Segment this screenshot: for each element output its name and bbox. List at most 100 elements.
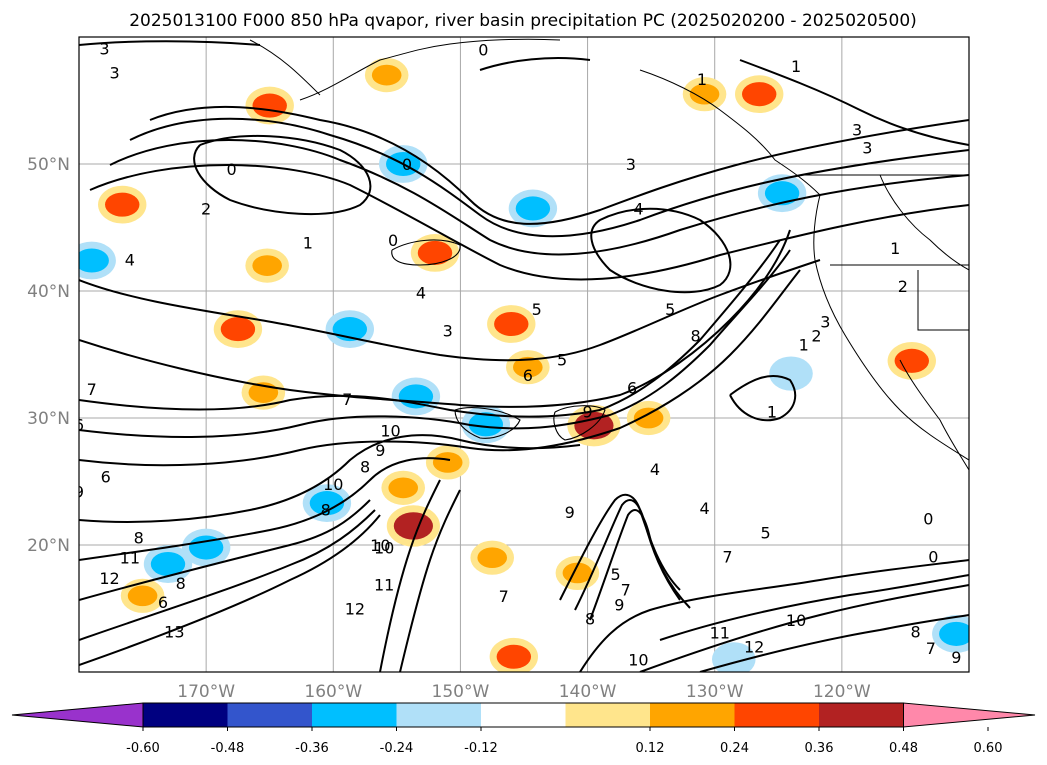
lat-tick-label: 50°N (27, 155, 70, 175)
contour-label: 9 (565, 503, 575, 522)
colorbar: -0.60 -0.48 -0.36 -0.24 -0.12 0.12 0.24 0.36 0.4… (11, 702, 1036, 756)
colorbar-tick-label: -0.36 (295, 741, 329, 756)
shading-patch (894, 348, 929, 373)
contour-label: 13 (164, 622, 184, 641)
contour-label: 7 (926, 639, 936, 658)
contour-label: 11 (710, 624, 730, 643)
contour-label: 8 (585, 610, 595, 629)
shading-patch (477, 547, 508, 569)
contour-label: 0 (928, 547, 938, 566)
colorbar-tick-label: 0.24 (720, 741, 749, 756)
colorbar-segment (650, 703, 735, 727)
contour-label: 12 (99, 569, 119, 588)
contour-label: 7 (499, 587, 509, 606)
contour-label: 0 (923, 509, 933, 528)
chart-title: 2025013100 F000 850 hPa qvapor, river ba… (129, 11, 917, 31)
colorbar-tick-label: 0.60 (974, 741, 1003, 756)
shading-patch (513, 356, 543, 378)
contour-label: 3 (820, 312, 830, 331)
contour-label: 4 (125, 250, 135, 269)
contour-label: 3 (862, 138, 872, 157)
colorbar-extend-low (11, 702, 144, 728)
contour-label: 7 (621, 580, 631, 599)
shading-patch (220, 317, 256, 342)
contour-label: 1 (791, 57, 801, 76)
colorbar-tick-label: -0.60 (126, 741, 160, 756)
lat-tick-label: 30°N (27, 409, 70, 429)
contour-label: 3 (443, 321, 453, 340)
colorbar-tick-label: -0.12 (464, 741, 498, 756)
shading-patch (393, 512, 433, 540)
lon-tick-label: 120°W (813, 682, 871, 702)
shading-patch (515, 196, 551, 221)
shading-patch (127, 585, 158, 607)
shading-patch (939, 621, 969, 646)
contour-label: 3 (626, 155, 636, 174)
coastline (249, 38, 969, 471)
contour-label: 12 (744, 638, 764, 657)
contour-label: 0 (388, 231, 398, 250)
contour-label: 10 (380, 422, 400, 441)
contour-label: 4 (633, 199, 643, 218)
lon-tick-label: 150°W (432, 682, 490, 702)
colorbar-segment (734, 703, 819, 727)
shading-patch (105, 192, 140, 217)
contour-label: 2 (201, 199, 211, 218)
shading-patch (494, 311, 529, 337)
colorbar-extend-high (903, 702, 1036, 728)
contour-label: 8 (911, 622, 921, 641)
contour-label: 7 (722, 547, 732, 566)
contour-label: 0 (402, 155, 412, 174)
qvapor-contours (79, 40, 969, 672)
shading-patch (776, 363, 806, 384)
contour-label: 6 (74, 415, 84, 434)
contour-label: 6 (101, 467, 111, 486)
shading-patch (633, 407, 664, 429)
contour-label: 5 (760, 523, 770, 542)
contour-label: 1 (799, 335, 809, 354)
contour-label: 3 (852, 121, 862, 140)
colorbar-segment (312, 703, 397, 727)
contour-label: 6 (627, 379, 637, 398)
colorbar-segment (819, 703, 904, 727)
contour-label: 5 (532, 300, 542, 319)
contour-label: 8 (691, 326, 701, 345)
contour-label: 11 (374, 575, 394, 594)
contour-label: 0 (226, 160, 236, 179)
colorbar-tick-label: 0.36 (805, 741, 834, 756)
shading-patch (432, 452, 463, 473)
shading-patch (496, 644, 532, 669)
shading-patch (388, 477, 419, 499)
shading-patch (371, 64, 402, 86)
contour-label: 5 (665, 300, 675, 319)
lon-tick-label: 170°W (177, 682, 235, 702)
contour-label: 10 (786, 611, 806, 630)
contour-label: 6 (158, 593, 168, 612)
contour-label: 11 (120, 549, 140, 568)
longitude-labels: 170°W 160°W 150°W 140°W 130°W 120°W (177, 682, 871, 702)
contour-label: 8 (176, 574, 186, 593)
contour-label: 7 (342, 390, 352, 409)
contour-label: 8 (321, 500, 331, 519)
contour-label: 9 (74, 483, 84, 502)
contour-label: 10 (628, 650, 648, 669)
contour-label: 2 (898, 277, 908, 296)
shading-patch (150, 552, 186, 577)
shading-patch (417, 240, 453, 265)
contour-label: 9 (582, 403, 592, 422)
contour-label: 7 (87, 380, 97, 399)
contour-label: 1 (890, 239, 900, 258)
map-frame (78, 36, 970, 673)
colorbar-outline (142, 702, 904, 728)
contour-label: 1 (303, 234, 313, 253)
contour-label: 5 (610, 565, 620, 584)
shading-patch (468, 412, 504, 437)
contour-label: 4 (416, 283, 426, 302)
lon-tick-label: 140°W (559, 682, 617, 702)
contour-label: 10 (370, 536, 390, 555)
contour-label: 3 (99, 39, 109, 58)
contour-label: 10 (374, 539, 394, 558)
